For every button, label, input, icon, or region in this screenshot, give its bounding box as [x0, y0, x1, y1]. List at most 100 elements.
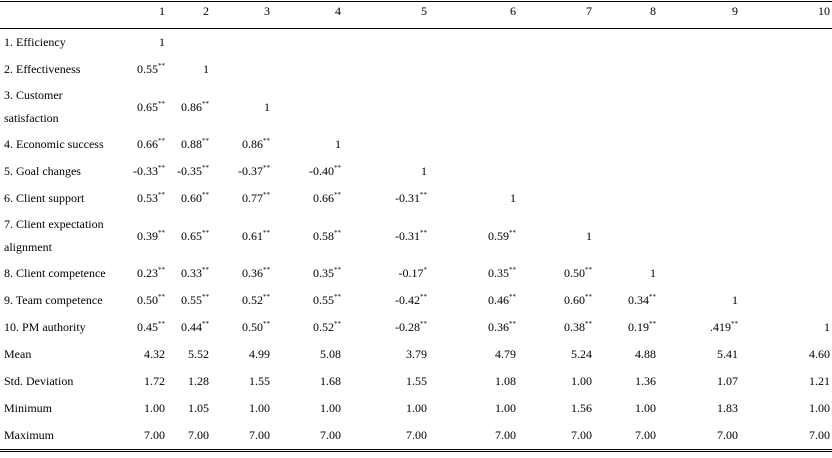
cell: 0.45** — [122, 314, 167, 341]
cell: 1.72 — [122, 368, 167, 395]
cell-value: 0.86 — [242, 137, 263, 151]
cell: 1.00 — [740, 395, 832, 422]
cell: 4.60 — [740, 341, 832, 368]
significance: ** — [158, 228, 165, 237]
significance: ** — [420, 293, 427, 301]
row-label: 7. Client expectation alignment — [4, 217, 104, 254]
cell-value: 0.65 — [181, 228, 202, 243]
cell-value: 0.52 — [313, 320, 334, 334]
cell-value: 7.00 — [571, 428, 592, 442]
cell — [429, 83, 518, 131]
cell — [518, 29, 594, 57]
cell — [658, 212, 740, 260]
significance: * — [423, 266, 428, 274]
significance: ** — [263, 228, 270, 237]
significance: ** — [202, 191, 209, 199]
cell: 4.79 — [429, 341, 518, 368]
cell-value: 1.07 — [717, 374, 738, 388]
significance: ** — [202, 99, 209, 108]
cell-value: 1.72 — [144, 374, 165, 388]
cell-value: 7.00 — [144, 428, 165, 442]
significance: ** — [158, 266, 165, 274]
cell: 1 — [740, 314, 832, 341]
table-body: 1. Efficiency 1 2. Effectiveness 0.55** 1 3. … — [0, 29, 832, 451]
table-row: 4. Economic success 0.66** 0.88** 0.86** 1 — [0, 131, 832, 158]
cell: -0.28** — [343, 314, 429, 341]
row-label: Mean — [4, 347, 32, 361]
cell: -0.31** — [343, 185, 429, 212]
cell — [658, 158, 740, 185]
cell-value: 0.33 — [181, 266, 202, 280]
cell: 1.00 — [594, 395, 658, 422]
column-header: 5 — [343, 1, 429, 29]
cell — [518, 56, 594, 83]
cell-value: 1 — [421, 164, 427, 178]
cell-value: 1.00 — [495, 401, 516, 415]
cell — [211, 56, 272, 83]
cell: 1.56 — [518, 395, 594, 422]
cell — [272, 56, 343, 83]
cell-value: -0.28 — [395, 320, 420, 334]
cell: 5.41 — [658, 341, 740, 368]
cell-value: 1.21 — [809, 374, 830, 388]
significance: ** — [158, 62, 165, 70]
cell: 1 — [658, 287, 740, 314]
cell: 7.00 — [122, 422, 167, 451]
corner — [0, 1, 122, 29]
significance: ** — [158, 137, 165, 145]
cell — [594, 56, 658, 83]
cell: 1.28 — [167, 368, 211, 395]
cell-value: 1.55 — [249, 374, 270, 388]
cell: 0.33** — [167, 260, 211, 287]
significance: ** — [158, 99, 165, 108]
cell: 0.50** — [518, 260, 594, 287]
cell-value: 1.08 — [495, 374, 516, 388]
cell: 1.55 — [343, 368, 429, 395]
cell-value: -0.31 — [395, 228, 420, 243]
significance: ** — [158, 164, 165, 172]
cell — [518, 158, 594, 185]
cell — [167, 29, 211, 57]
cell-value: 0.52 — [242, 293, 263, 307]
cell-value: 7.00 — [320, 428, 341, 442]
column-header: 7 — [518, 1, 594, 29]
cell — [594, 158, 658, 185]
cell: 0.77** — [211, 185, 272, 212]
row-label: 4. Economic success — [4, 137, 104, 151]
cell-value: 0.36 — [242, 266, 263, 280]
cell-value: -0.17 — [398, 266, 424, 280]
cell: 1.07 — [658, 368, 740, 395]
cell-value: 0.44 — [181, 320, 202, 334]
table-row: 7. Client expectation alignment 0.39** 0.6… — [0, 212, 832, 260]
cell-value: 1.36 — [635, 374, 656, 388]
cell — [740, 212, 832, 260]
cell: 0.66** — [122, 131, 167, 158]
cell-value: 7.00 — [406, 428, 427, 442]
cell-value: 0.59 — [488, 228, 509, 243]
significance: ** — [334, 191, 341, 199]
cell-value: -0.40 — [309, 164, 334, 178]
cell-value: 7.00 — [635, 428, 656, 442]
cell: 0.53** — [122, 185, 167, 212]
cell-value: 0.58 — [313, 228, 334, 243]
cell-value: 0.66 — [313, 191, 334, 205]
cell-value: 1.00 — [144, 401, 165, 415]
cell — [740, 29, 832, 57]
cell: 7.00 — [518, 422, 594, 451]
cell — [594, 83, 658, 131]
cell-value: 1 — [586, 228, 592, 243]
cell-value: 0.34 — [628, 293, 649, 307]
cell: 0.38** — [518, 314, 594, 341]
cell — [658, 131, 740, 158]
cell: 5.52 — [167, 341, 211, 368]
cell: 0.19** — [594, 314, 658, 341]
table-row: 6. Client support 0.53** 0.60** 0.77** 0.66*… — [0, 185, 832, 212]
cell: 7.00 — [658, 422, 740, 451]
cell — [343, 29, 429, 57]
cell — [429, 131, 518, 158]
cell-value: 5.41 — [717, 347, 738, 361]
cell — [658, 29, 740, 57]
cell: 0.60** — [167, 185, 211, 212]
cell: -0.37** — [211, 158, 272, 185]
cell: 1.05 — [167, 395, 211, 422]
